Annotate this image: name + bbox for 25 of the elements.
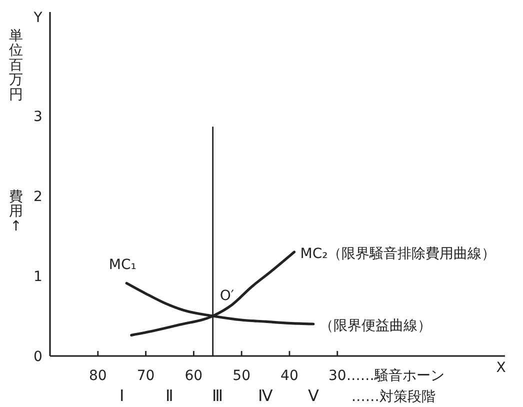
y-tick-label: 2	[34, 189, 42, 205]
text: Ⅲ	[212, 388, 224, 405]
x-tick-label: 60	[184, 368, 203, 384]
y-axis-title: 単位百万円	[9, 28, 23, 103]
x-tick-label: 50	[232, 368, 250, 384]
text: Ⅳ	[258, 388, 274, 405]
series-label: MC₂（限界騒音排除費用曲線）	[300, 246, 496, 262]
text: X	[496, 360, 506, 376]
y-tick-label: 3	[34, 109, 42, 125]
x-tick-label: 80	[88, 368, 107, 384]
annotation: O′	[220, 288, 234, 304]
x-axis-title: ……騒音ホーン	[346, 368, 444, 384]
annotation: （限界便益曲線）	[319, 318, 432, 334]
text: Ⅴ	[308, 388, 319, 405]
text: 費用↑	[9, 189, 23, 234]
text: Y	[32, 10, 43, 26]
x-tick-label: 70	[136, 368, 155, 384]
text: Ⅱ	[166, 388, 174, 405]
y-tick-label: 0	[34, 349, 42, 365]
y-tick-label: 1	[34, 269, 42, 285]
series-label: MC₁	[108, 257, 136, 274]
text: ……対策段階	[351, 389, 436, 405]
x-tick-label: 30	[328, 368, 346, 384]
x-tick-label: 40	[280, 368, 298, 384]
text: Ⅰ	[119, 388, 124, 405]
